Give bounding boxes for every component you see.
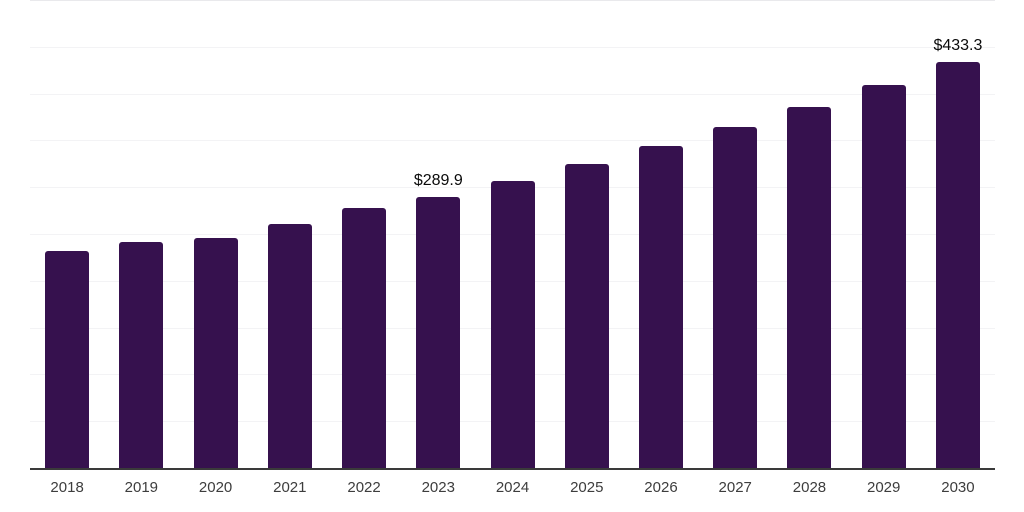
bar-slot-2019 (104, 0, 178, 468)
x-tick-2027: 2027 (718, 479, 752, 496)
x-tick-2023: 2023 (421, 479, 455, 496)
gridline-350 (30, 140, 995, 142)
bar-2027 (713, 126, 758, 468)
bar-slot-2027 (698, 0, 772, 468)
x-tick-2019: 2019 (124, 479, 159, 496)
x-tick-2020: 2020 (198, 479, 233, 496)
gridline-450 (30, 46, 995, 48)
bar-slot-2030: $433.3 (921, 0, 995, 468)
bars: $289.9 $433.3 (30, 0, 995, 468)
x-tick-2024: 2024 (495, 479, 530, 496)
bar-2018 (45, 250, 90, 468)
bar-slot-2026 (624, 0, 698, 468)
x-tick-2022: 2022 (347, 479, 381, 496)
gridline-400 (30, 93, 995, 95)
bar-slot-2024 (475, 0, 549, 468)
x-tick-2018: 2018 (50, 479, 84, 496)
bar-slot-2018 (30, 0, 104, 468)
value-label-2030: $433.3 (933, 37, 983, 55)
x-axis-labels: 2018 2019 2020 2021 2022 2023 2024 2025 2026 2027… (30, 479, 995, 496)
bar-slot-2028 (772, 0, 846, 468)
bar-2030: $433.3 (933, 37, 982, 468)
plot-area: $289.9 $433.3 (30, 0, 995, 470)
x-tick-2026: 2026 (644, 479, 678, 496)
bar-slot-2025 (550, 0, 624, 468)
bar-2019 (119, 241, 164, 468)
bar-2026 (638, 145, 683, 468)
value-label-2023: $289.9 (413, 171, 463, 189)
bar-2024 (490, 180, 535, 468)
bar-2022 (342, 208, 387, 468)
x-tick-2021: 2021 (273, 479, 307, 496)
x-tick-2030: 2030 (941, 479, 975, 496)
x-tick-2025: 2025 (570, 479, 604, 496)
bar-slot-2022 (327, 0, 401, 468)
bar-slot-2029 (847, 0, 921, 468)
bar-2020 (193, 237, 238, 468)
bar-2025 (564, 163, 609, 468)
bar-2029 (861, 85, 906, 468)
bar-slot-2021 (253, 0, 327, 468)
gridline-500 (30, 0, 995, 1)
x-tick-2028: 2028 (792, 479, 827, 496)
bar-slot-2023: $289.9 (401, 0, 475, 468)
x-tick-2029: 2029 (867, 479, 901, 496)
bar-slot-2020 (178, 0, 252, 468)
bar-2021 (267, 224, 312, 468)
bar-2028 (787, 106, 832, 468)
bar-2023: $289.9 (414, 172, 463, 468)
